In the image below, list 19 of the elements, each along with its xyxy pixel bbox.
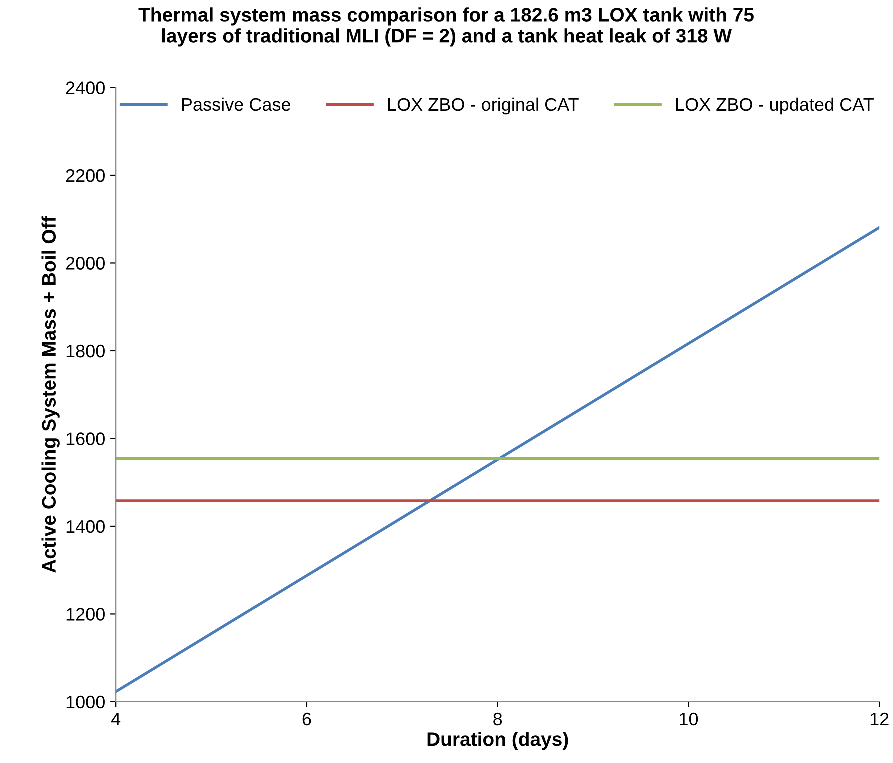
- legend-label: LOX ZBO - updated CAT: [676, 98, 874, 115]
- y-tick-label: 2000: [66, 257, 105, 270]
- y-tick-label: 2400: [66, 82, 105, 94]
- x-tick-label: 6: [302, 712, 312, 726]
- legend-label: LOX ZBO - original CAT: [388, 98, 579, 115]
- y-tick-label: 1600: [66, 432, 105, 446]
- y-tick-label: 1400: [66, 520, 105, 534]
- x-tick-label: 4: [111, 713, 121, 726]
- x-tick-label: 8: [494, 712, 502, 726]
- y-tick-label: 1200: [66, 608, 105, 621]
- x-axis-title: Duration (days): [428, 732, 568, 750]
- y-tick-label: 1000: [66, 696, 105, 709]
- x-tick-label: 10: [680, 712, 698, 726]
- legend-label: Passive Case: [182, 98, 291, 112]
- chart-title: Thermal system mass comparison for a 182.6 m3 LOX tank with 75 layers of traditional MLI (DF = 2) and a tank heat leak of 318 W: [138, 8, 754, 47]
- y-tick-label: 2200: [66, 169, 105, 182]
- y-axis-title: Active Cooling System Mass + Boil Off: [42, 216, 60, 573]
- x-tick-label: 12: [870, 712, 889, 726]
- y-tick-label: 1800: [66, 344, 105, 358]
